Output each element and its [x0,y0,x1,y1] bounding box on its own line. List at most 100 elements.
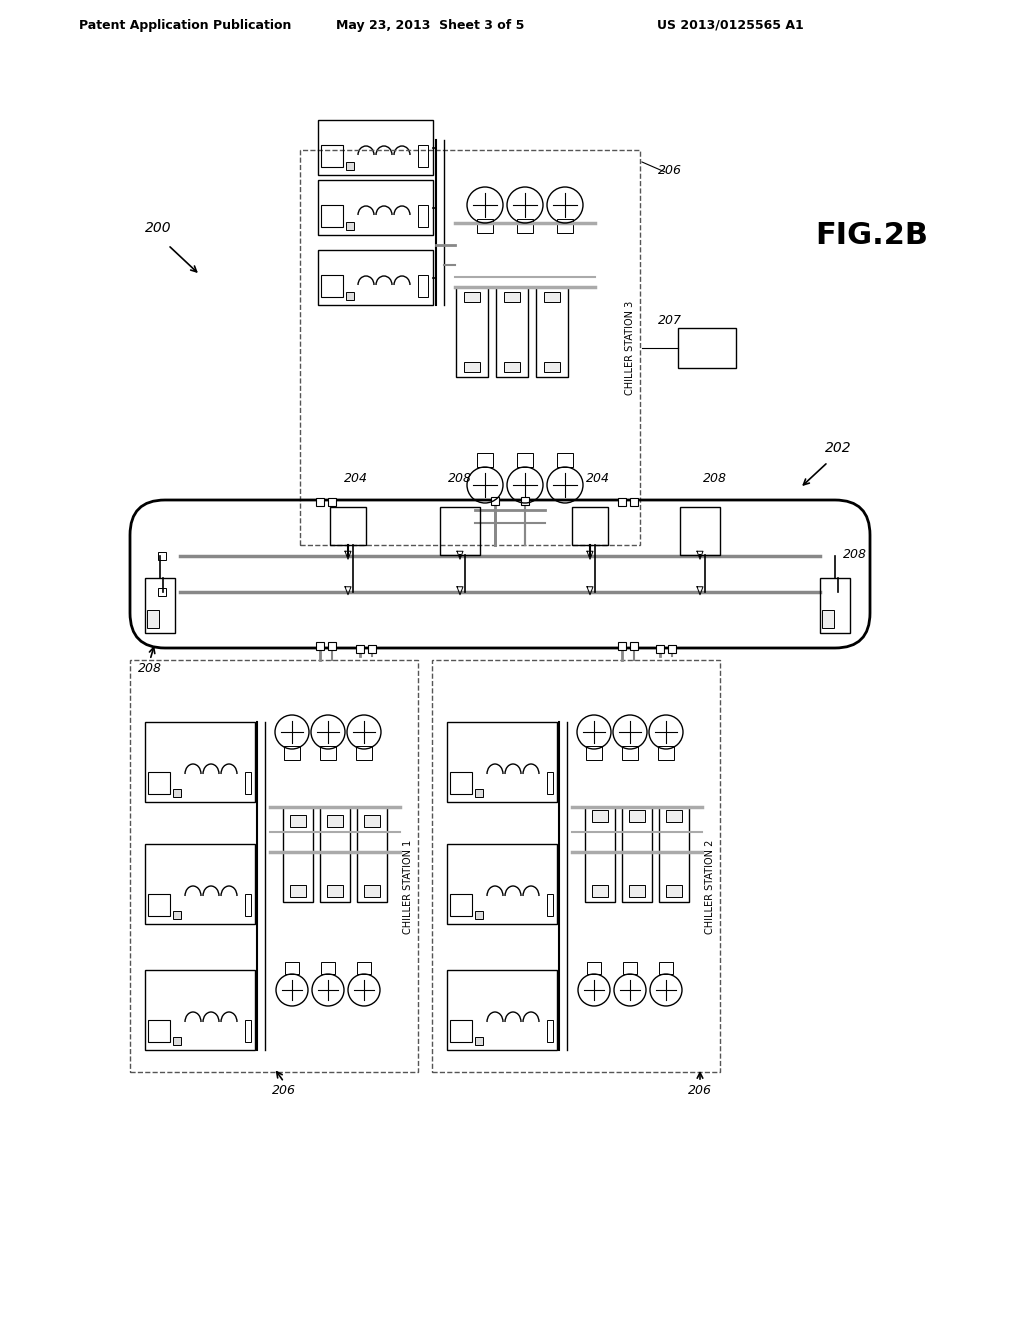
Text: 206: 206 [658,164,682,177]
Text: FIG.2B: FIG.2B [815,220,929,249]
Bar [321,275,343,297]
Bar [618,642,626,649]
Bar [477,453,493,467]
Text: Patent Application Publication: Patent Application Publication [79,18,291,32]
Bar [318,120,433,176]
Bar [173,1038,181,1045]
Bar [418,275,428,297]
Bar [321,962,335,974]
Bar [245,894,251,916]
Bar [630,642,638,649]
Bar [585,807,615,902]
Bar [475,1038,483,1045]
Bar [418,145,428,168]
Text: 204: 204 [586,471,610,484]
Bar [145,843,255,924]
Bar [822,610,834,628]
Bar [158,587,166,595]
Text: 208: 208 [138,661,162,675]
Bar [547,1020,553,1041]
Bar [496,286,528,378]
Bar [284,746,300,760]
Bar [158,552,166,560]
Bar [173,911,181,919]
Bar [300,150,640,545]
Bar [464,292,480,302]
Bar [547,894,553,916]
Bar [544,362,560,372]
Bar [656,645,664,653]
Bar [678,327,736,368]
Bar [659,807,689,902]
Bar [450,894,472,916]
Bar [318,180,433,235]
Bar [316,642,324,649]
Bar [245,1020,251,1041]
Text: 208: 208 [843,549,867,561]
Bar [447,722,557,803]
Bar [475,789,483,797]
Bar [547,772,553,795]
Bar [330,507,366,545]
Bar [490,498,499,506]
Bar [658,746,674,760]
Bar [618,498,626,506]
Bar [544,292,560,302]
Bar [666,810,682,822]
Bar [290,814,306,828]
Bar [346,162,354,170]
Bar [418,205,428,227]
Text: 204: 204 [344,471,368,484]
Bar [622,746,638,760]
Bar [477,219,493,234]
Bar [245,772,251,795]
Bar [557,453,573,467]
Bar [321,145,343,168]
Bar [504,362,520,372]
Bar [327,884,343,898]
Bar [319,807,350,902]
Bar [148,772,170,795]
Text: 200: 200 [144,220,171,235]
Bar [517,219,534,234]
Bar [364,884,380,898]
Bar [440,507,480,554]
Bar [630,498,638,506]
Bar [147,610,159,628]
Bar [450,772,472,795]
Bar [173,789,181,797]
Bar [357,807,387,902]
Bar [668,645,676,653]
Text: US 2013/0125565 A1: US 2013/0125565 A1 [656,18,804,32]
Bar [148,1020,170,1041]
Bar [318,249,433,305]
Bar [475,911,483,919]
Bar [587,962,601,974]
Bar [356,746,372,760]
Bar [328,642,336,649]
Bar [586,746,602,760]
Bar [357,962,371,974]
Bar [285,962,299,974]
Bar [145,970,255,1049]
Bar [517,453,534,467]
Bar [346,222,354,230]
Bar [572,507,608,545]
Text: CHILLER STATION 2: CHILLER STATION 2 [705,840,715,933]
Text: CHILLER STATION 1: CHILLER STATION 1 [403,840,413,933]
Bar [321,205,343,227]
Bar [659,962,673,974]
Bar [364,814,380,828]
Bar [148,894,170,916]
Bar [521,498,529,506]
Bar [820,578,850,634]
Bar [536,286,568,378]
Text: 202: 202 [824,441,851,455]
Bar [145,722,255,803]
Bar [447,970,557,1049]
Bar [464,362,480,372]
Bar [290,884,306,898]
Text: 206: 206 [272,1084,296,1097]
Bar [680,507,720,554]
Text: May 23, 2013  Sheet 3 of 5: May 23, 2013 Sheet 3 of 5 [336,18,524,32]
